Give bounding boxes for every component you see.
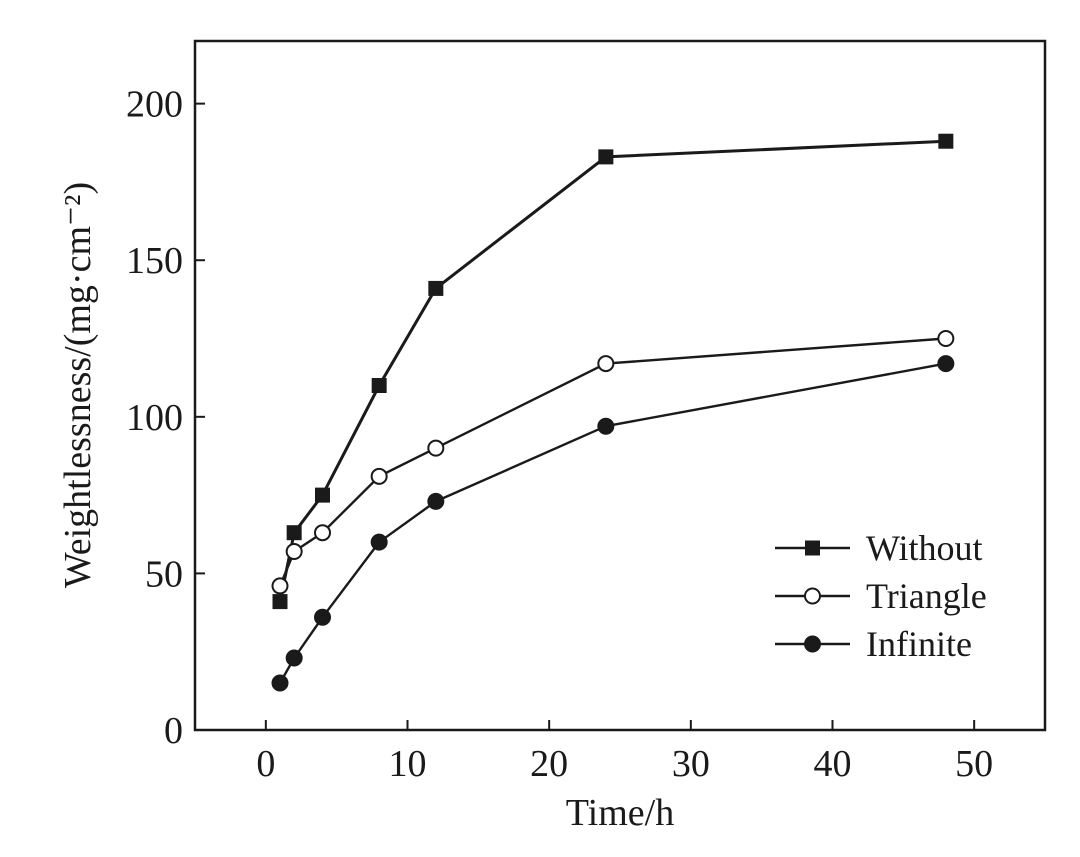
x-axis-title: Time/h: [566, 792, 674, 834]
legend-marker-triangle: [804, 587, 821, 605]
x-tick-label: 40: [814, 743, 852, 785]
legend-label-infinite: Infinite: [866, 624, 972, 664]
y-axis: 0 50 100 150 200: [126, 84, 205, 752]
data-point-without: [938, 133, 954, 149]
data-point-infinite: [314, 608, 331, 626]
data-point-infinite: [285, 649, 303, 667]
x-tick-label: 0: [256, 743, 275, 785]
data-point-infinite: [271, 674, 289, 692]
data-point-triangle: [314, 524, 331, 542]
legend-label-without: Without: [866, 528, 983, 568]
series-line-without: [278, 139, 946, 602]
data-point-infinite: [427, 492, 445, 510]
x-tick-label: 50: [955, 743, 993, 785]
series-triangle: [271, 330, 955, 595]
legend-item-without: Without: [775, 528, 983, 568]
x-tick-label: 20: [530, 743, 568, 785]
data-point-infinite: [937, 355, 955, 373]
legend-item-infinite: Infinite: [775, 624, 972, 664]
series-layer: [271, 133, 955, 692]
series-line-infinite: [278, 362, 947, 684]
data-point-triangle: [597, 355, 615, 373]
data-point-infinite: [597, 417, 615, 435]
x-axis: 0 10 20 30 40 50: [256, 720, 993, 785]
y-axis-title: Weightlessness/(mg·cm⁻²): [57, 182, 99, 588]
legend-item-triangle: Triangle: [775, 576, 987, 616]
series-without: [272, 133, 954, 610]
legend-marker-infinite: [804, 635, 821, 653]
data-point-triangle: [370, 467, 388, 485]
data-point-triangle: [427, 439, 445, 457]
legend-label-triangle: Triangle: [866, 576, 987, 616]
legend-marker-without: [805, 540, 820, 556]
legend: Without Triangle Infinite: [775, 528, 987, 664]
data-point-without: [428, 280, 444, 296]
data-point-without: [286, 525, 302, 541]
plot-frame: [193, 39, 1047, 732]
data-point-triangle: [271, 577, 289, 595]
y-tick-label: 50: [145, 553, 183, 595]
series-infinite: [271, 355, 955, 692]
x-tick-label: 10: [389, 743, 427, 785]
y-tick-label: 100: [126, 397, 183, 439]
data-point-without: [598, 149, 614, 165]
data-point-triangle: [937, 330, 955, 348]
data-point-without: [315, 487, 330, 503]
data-point-without: [272, 594, 288, 610]
y-tick-label: 150: [126, 240, 183, 282]
y-tick-label: 200: [126, 84, 183, 126]
y-tick-label: 0: [164, 710, 183, 752]
x-tick-label: 30: [672, 743, 710, 785]
data-point-triangle: [285, 542, 303, 560]
data-point-without: [371, 378, 387, 393]
data-point-infinite: [370, 533, 388, 551]
